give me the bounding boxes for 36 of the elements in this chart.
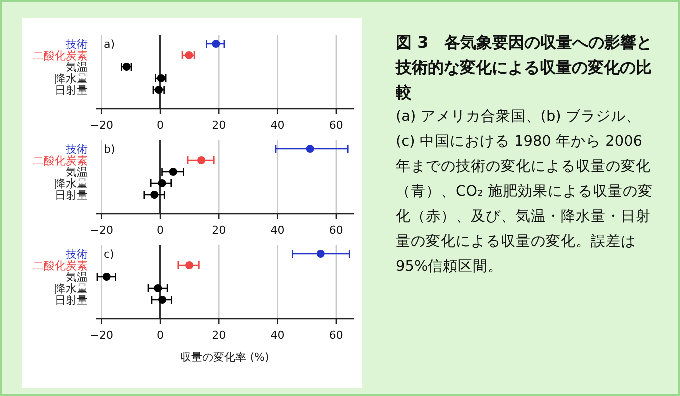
y-tick-label: 日射量 (55, 189, 88, 202)
x-tick-label: 40 (270, 119, 285, 132)
y-tick-label: 技術 (65, 38, 88, 51)
y-tick-label: 降水量 (55, 282, 88, 296)
y-tick-label: 二酸化炭素 (33, 260, 88, 272)
x-tick-label: −20 (90, 119, 114, 132)
y-tick-label: 技術 (65, 143, 88, 156)
y-tick-label: 二酸化炭素 (33, 50, 88, 62)
x-tick-label: 60 (329, 119, 344, 132)
x-tick-label: 0 (157, 224, 164, 237)
text: 図 3 各気象要因の収量への影響と技術的な変化による収量の変化の比較 (396, 32, 654, 104)
x-tick-label: 0 (157, 119, 164, 132)
y-tick-label: 降水量 (55, 72, 88, 86)
y-tick-label: 技術 (65, 248, 88, 261)
x-tick-label: 40 (270, 224, 285, 237)
x-tick-label: −20 (90, 329, 114, 342)
annotation: b) (104, 143, 116, 156)
y-tick-label: 気温 (66, 166, 88, 179)
x-tick-label: 20 (212, 119, 226, 132)
x-tick-label: 0 (157, 329, 164, 342)
y-tick-label: 二酸化炭素 (33, 154, 88, 168)
x-tick-label: 20 (212, 224, 226, 237)
x-tick-label: 60 (329, 329, 344, 342)
text: (a) アメリカ合衆国、(b) ブラジル、(c) 中国における 1980 年から 2006 年までの技術の変化による収量の変化（青）、CO₂ 施肥効果による収量の変化（赤）、及び、気温・降水量・日射量の変化による収量の変化。誤差は 95%信頼区間。 (396, 108, 654, 277)
y-tick-label: 気温 (66, 61, 88, 74)
annotation: a) (104, 38, 116, 51)
y-tick-label: 気温 (66, 271, 88, 284)
x-tick-label: 20 (212, 329, 226, 342)
x-tick-label: 60 (329, 224, 344, 237)
y-tick-label: 日射量 (55, 294, 88, 307)
x-axis-title: 収量の変化率 (%) (180, 351, 270, 364)
x-tick-label: −20 (90, 224, 114, 237)
annotation: c) (104, 248, 114, 261)
x-tick-label: 40 (270, 329, 285, 342)
y-tick-label: 降水量 (55, 178, 88, 190)
y-tick-label: 日射量 (55, 84, 88, 97)
